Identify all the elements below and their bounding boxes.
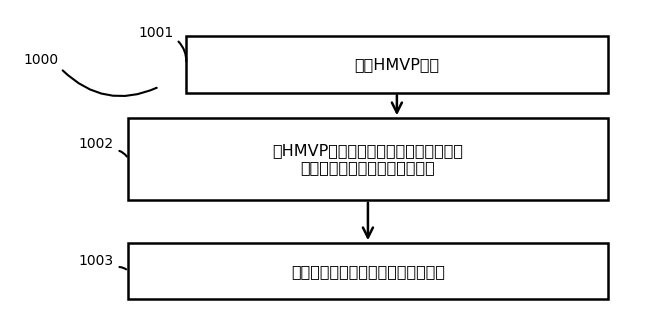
FancyArrowPatch shape [63,70,156,96]
Text: 1003: 1003 [79,254,114,268]
Text: 构建HMVP列表: 构建HMVP列表 [354,57,439,72]
Text: 1002: 1002 [79,137,114,151]
Text: 将HMVP列表中的一个或多个基于历史的
候选添加到运动信息候选列表中: 将HMVP列表中的一个或多个基于历史的 候选添加到运动信息候选列表中 [273,143,463,175]
FancyArrowPatch shape [119,267,126,269]
Text: 根据运动信息候选列表推导运动信息: 根据运动信息候选列表推导运动信息 [291,264,445,279]
Bar [129,243,607,299]
FancyArrowPatch shape [119,151,127,156]
FancyArrowPatch shape [178,42,186,62]
Bar [129,118,607,200]
Text: 1000: 1000 [23,53,58,67]
Text: 1001: 1001 [138,26,173,40]
Bar [186,37,607,93]
